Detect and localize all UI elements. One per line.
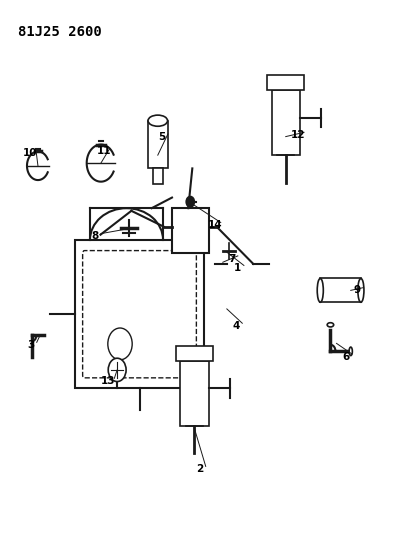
Circle shape (108, 328, 132, 360)
Text: 10: 10 (22, 148, 37, 158)
Text: 81J25 2600: 81J25 2600 (18, 25, 101, 39)
Text: 14: 14 (207, 220, 222, 230)
FancyBboxPatch shape (272, 90, 300, 155)
FancyBboxPatch shape (320, 278, 361, 302)
Text: 8: 8 (91, 231, 99, 241)
FancyBboxPatch shape (148, 120, 168, 168)
FancyBboxPatch shape (83, 251, 196, 378)
Ellipse shape (317, 278, 324, 302)
Text: 6: 6 (342, 352, 349, 361)
FancyBboxPatch shape (172, 208, 209, 253)
Text: 4: 4 (232, 321, 240, 331)
Ellipse shape (358, 278, 364, 302)
FancyBboxPatch shape (180, 361, 209, 425)
Text: 11: 11 (97, 146, 111, 156)
FancyBboxPatch shape (267, 75, 304, 90)
Text: 9: 9 (353, 285, 360, 295)
Text: 5: 5 (158, 132, 166, 142)
Text: 2: 2 (196, 464, 203, 474)
Ellipse shape (148, 115, 168, 126)
Text: 12: 12 (291, 130, 305, 140)
FancyBboxPatch shape (176, 346, 213, 361)
Text: 1: 1 (234, 263, 241, 273)
Text: 3: 3 (27, 340, 34, 350)
Circle shape (108, 358, 126, 382)
Text: 13: 13 (101, 376, 115, 386)
FancyBboxPatch shape (74, 240, 204, 389)
FancyBboxPatch shape (153, 168, 163, 184)
Text: 7: 7 (228, 254, 236, 263)
Circle shape (186, 197, 194, 207)
